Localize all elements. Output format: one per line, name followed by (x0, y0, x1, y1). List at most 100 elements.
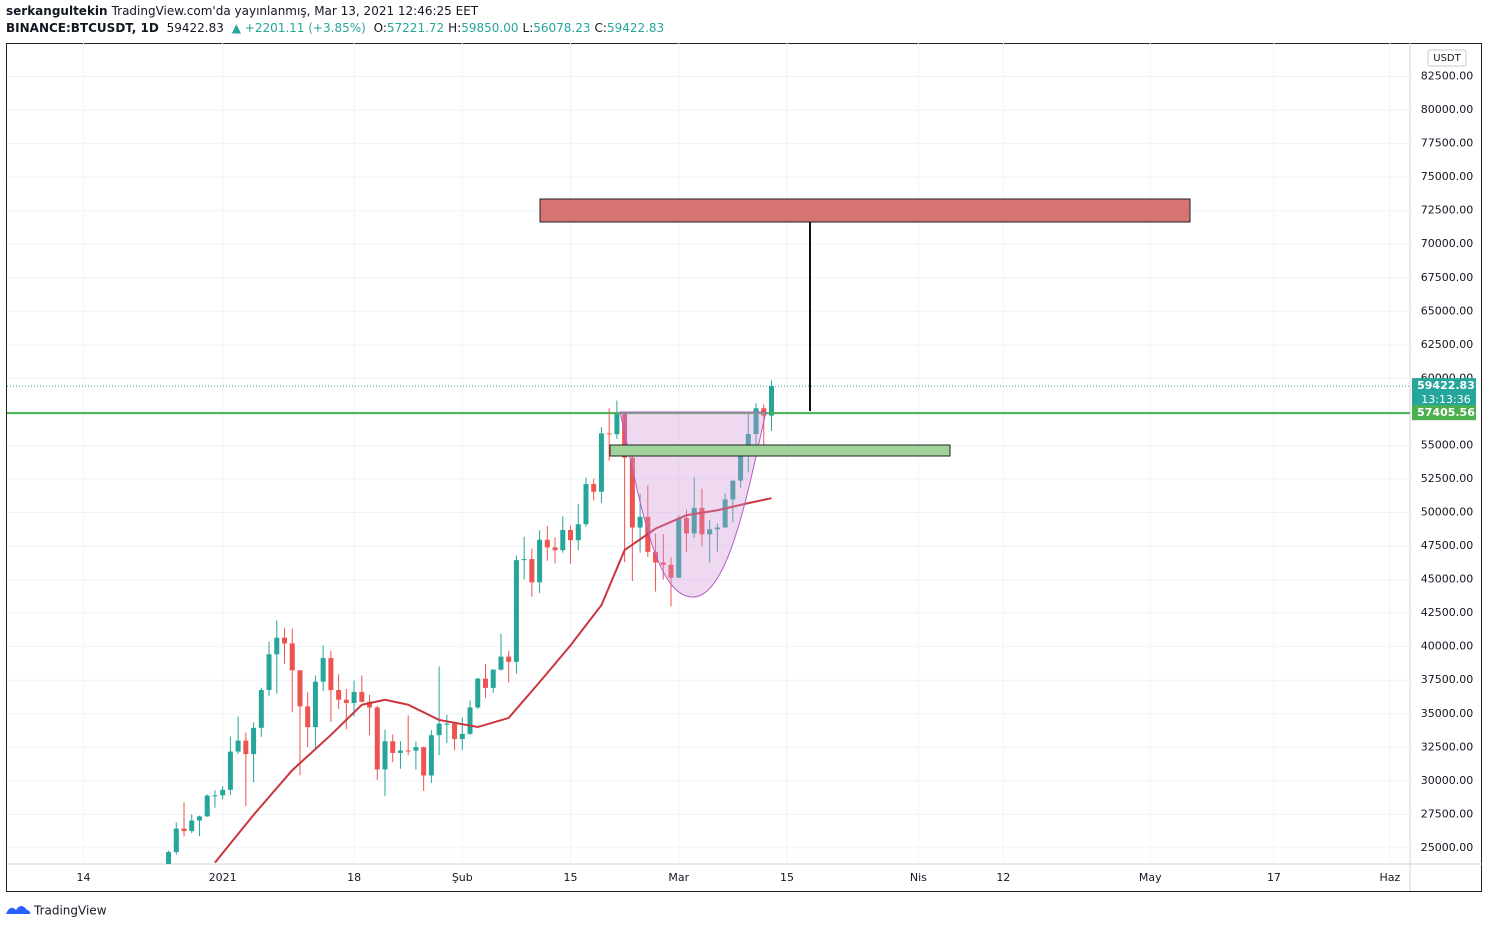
candle-body (444, 723, 450, 725)
candle-body (660, 562, 666, 565)
x-tick-label: Haz (1380, 871, 1401, 884)
header-line-2: BINANCE:BTCUSDT, 1D 59422.83 ▲ +2201.11 … (6, 21, 672, 35)
y-tick-label: 52500.00 (1421, 472, 1474, 485)
y-tick-label: 27500.00 (1421, 807, 1474, 820)
candle-body (181, 828, 187, 832)
candle-body (189, 820, 195, 832)
candle-body (707, 529, 713, 535)
published: TradingView.com'da yayınlanmış, Mar 13, … (111, 4, 479, 18)
candle-body (173, 828, 179, 853)
y-tick-label: 82500.00 (1421, 70, 1474, 83)
x-tick-label: 15 (780, 871, 794, 884)
candle-body (305, 706, 311, 728)
footer-logo: TradingView (6, 904, 107, 918)
candle-body (235, 740, 241, 752)
candle-body (452, 723, 458, 740)
ohlc-label: O: (373, 21, 387, 35)
frame (6, 43, 1482, 892)
target-zone (539, 198, 1191, 223)
candle-body (730, 480, 736, 500)
countdown: 13:13:36 (1421, 393, 1470, 406)
candle-body (513, 560, 519, 662)
candle-body (537, 539, 543, 583)
y-tick-label: 72500.00 (1421, 204, 1474, 217)
candle-body (506, 656, 512, 662)
x-tick-label: Şub (452, 871, 473, 884)
y-tick-label: 42500.00 (1421, 606, 1474, 619)
candle-body (598, 433, 604, 492)
ohlc-value: 59850.00 (461, 21, 519, 35)
x-tick-label: Mar (668, 871, 689, 884)
y-tick-label: 32500.00 (1421, 740, 1474, 753)
candle-body (336, 690, 342, 700)
candle-body (691, 507, 697, 534)
candle-body (745, 434, 751, 448)
candle-body (606, 433, 612, 435)
brand: TradingView (33, 904, 107, 918)
x-tick-label: May (1139, 871, 1162, 884)
candle-body (196, 816, 202, 821)
candle-body (243, 740, 249, 755)
currency-box (1427, 49, 1467, 67)
cup-shape (619, 411, 767, 598)
candle-body (714, 527, 720, 530)
candle-body (768, 386, 774, 416)
candle-body (367, 701, 373, 708)
candle-body (320, 658, 326, 682)
candle-body (251, 727, 257, 755)
candle-body (544, 539, 550, 548)
author: serkangultekin (6, 4, 108, 18)
x-tick-label: Nis (910, 871, 927, 884)
candle-body (583, 484, 589, 525)
candle-body (343, 699, 349, 704)
candle-body (529, 559, 535, 583)
candle-body (421, 747, 427, 776)
candle-body (397, 750, 403, 753)
candle-body (521, 559, 527, 561)
candle-body (560, 529, 566, 551)
ohlc-label: H: (448, 21, 462, 35)
x-tick-label: 12 (996, 871, 1010, 884)
logo-icon (6, 906, 31, 914)
candle-body (482, 678, 488, 688)
y-tick-label: 55000.00 (1421, 438, 1474, 451)
candle-body (289, 643, 295, 671)
candle-body (490, 669, 496, 688)
candle-body (274, 637, 280, 655)
y-tick-label: 25000.00 (1421, 841, 1474, 854)
y-tick-label: 67500.00 (1421, 271, 1474, 284)
candle-body (351, 691, 357, 704)
ohlc-value: 57221.72 (386, 21, 445, 35)
candle-body (312, 681, 318, 728)
candle-body (204, 795, 210, 817)
candle-body (668, 564, 674, 578)
ohlc-label: C: (594, 21, 607, 35)
x-tick-label: 17 (1267, 871, 1281, 884)
candle-body (405, 750, 411, 752)
candle-body (653, 551, 659, 563)
last-price: 59422.83 (166, 21, 224, 35)
y-tick-label: 75000.00 (1421, 170, 1474, 183)
y-tick-label: 62500.00 (1421, 338, 1474, 351)
y-tick-label: 50000.00 (1421, 506, 1474, 519)
y-tick-label: 45000.00 (1421, 573, 1474, 586)
y-tick-label: 30000.00 (1421, 774, 1474, 787)
header-line-1: serkangultekin TradingView.com'da yayınla… (6, 4, 482, 18)
candle-body (568, 529, 574, 541)
candle-body (738, 447, 744, 481)
candle-body (390, 741, 396, 753)
y-tick-label: 35000.00 (1421, 707, 1474, 720)
price-label: 57405.56 (1417, 406, 1475, 419)
support-zone (609, 444, 951, 457)
candle-body (467, 707, 473, 734)
y-tick-label: 77500.00 (1421, 137, 1474, 150)
ohlc-label: L: (522, 21, 534, 35)
candle-body (552, 547, 558, 551)
y-tick-label: 80000.00 (1421, 103, 1474, 116)
candle-body (722, 499, 728, 528)
candle-body (475, 678, 481, 708)
price-label-box (1412, 405, 1476, 421)
x-tick-label: 18 (347, 871, 361, 884)
